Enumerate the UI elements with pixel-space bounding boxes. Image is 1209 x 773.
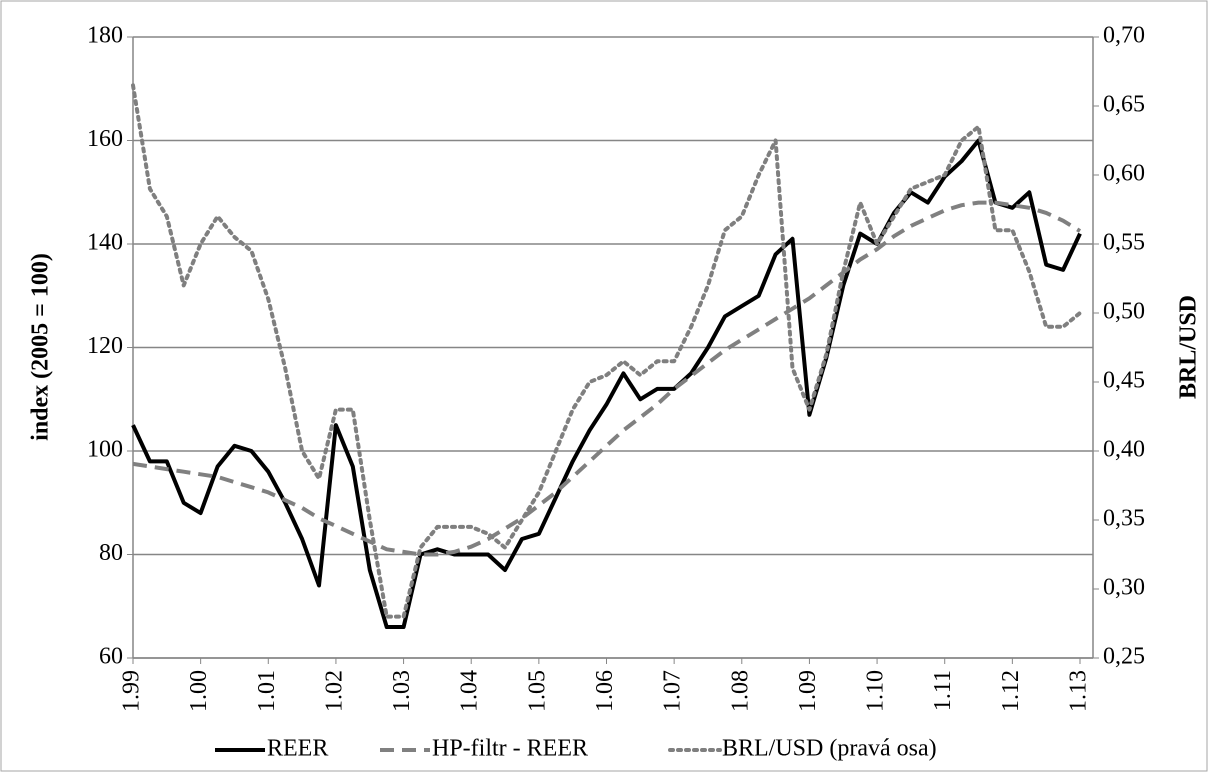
x-tick-label: 1.03 [389,670,415,712]
x-tick-label: 1.06 [592,670,618,712]
x-tick-label: 1.12 [998,670,1024,712]
y-tick-label: 180 [87,23,123,49]
y2-tick-label: 0,70 [1103,23,1145,49]
x-tick-label: 1.09 [795,670,821,712]
y2-tick-label: 0,55 [1103,230,1145,256]
y2-tick-label: 0,40 [1103,437,1145,463]
x-tick-label: 1.11 [930,670,956,711]
y-tick-label: 80 [99,540,123,566]
x-tick-label: 1.01 [254,670,280,712]
x-tick-label: 1.08 [727,670,753,712]
y2-tick-label: 0,60 [1103,161,1145,187]
y2-tick-label: 0,30 [1103,575,1145,601]
y-tick-label: 60 [99,644,123,670]
x-tick-label: 1.99 [119,670,145,712]
y2-tick-label: 0,45 [1103,368,1145,394]
legend-label: HP-filtr - REER [432,736,588,762]
x-tick-label: 1.10 [863,670,889,712]
series-line [132,200,1082,557]
y2-tick-label: 0,25 [1103,644,1145,670]
x-tick-label: 1.00 [186,670,212,712]
y-tick-label: 140 [87,230,123,256]
y-tick-label: 100 [87,437,123,463]
series-line [131,138,1082,629]
y-tick-label: 160 [87,126,123,152]
legend-label: BRL/USD (pravá osa) [722,736,937,762]
y-tick-label: 120 [87,333,123,359]
x-tick-label: 1.05 [524,670,550,712]
legend-label: REER [267,736,328,762]
x-tick-label: 1.02 [321,670,347,712]
y2-tick-label: 0,35 [1103,506,1145,532]
x-tick-label: 1.07 [660,670,686,712]
y2-axis-label: BRL/USD [1176,295,1202,399]
x-tick-label: 1.13 [1066,670,1092,712]
x-tick-label: 1.04 [457,670,483,712]
y2-tick-label: 0,65 [1103,92,1145,118]
series-line [131,83,1082,619]
y-axis-label: index (2005 = 100) [28,253,54,441]
y2-tick-label: 0,50 [1103,299,1145,325]
